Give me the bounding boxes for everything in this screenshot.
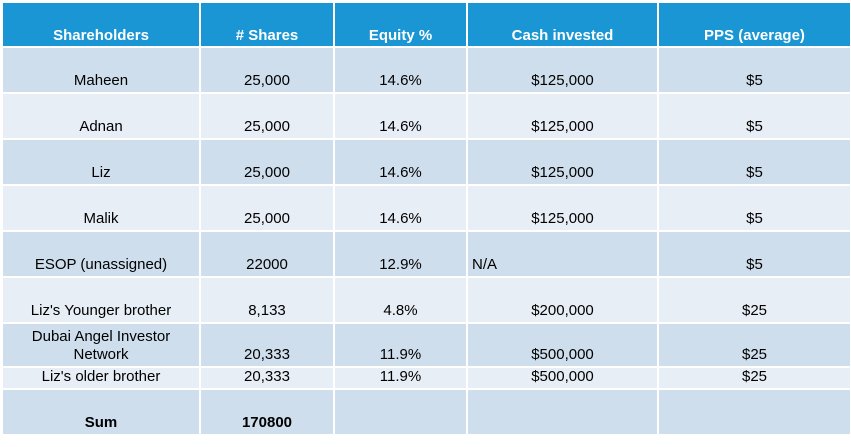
table-row: Liz 25,000 14.6% $125,000 $5 bbox=[1, 138, 851, 186]
header-pps: PPS (average) bbox=[657, 1, 851, 48]
table-row: Liz's older brother 20,333 11.9% $500,00… bbox=[1, 366, 851, 390]
table-row: Maheen 25,000 14.6% $125,000 $5 bbox=[1, 46, 851, 94]
cell-shares: 22000 bbox=[199, 230, 335, 278]
cell-shareholder: Liz's older brother bbox=[1, 366, 201, 390]
cap-table: Shareholders # Shares Equity % Cash inve… bbox=[1, 1, 851, 436]
sum-shares: 170800 bbox=[199, 388, 335, 436]
cell-shareholder: Malik bbox=[1, 184, 201, 232]
cell-pps: $5 bbox=[657, 92, 851, 140]
sum-cash bbox=[466, 388, 659, 436]
cell-shares: 8,133 bbox=[199, 276, 335, 324]
cell-cash: $125,000 bbox=[466, 46, 659, 94]
table-row: Liz's Younger brother 8,133 4.8% $200,00… bbox=[1, 276, 851, 324]
cell-equity: 4.8% bbox=[333, 276, 468, 324]
cell-shares: 25,000 bbox=[199, 138, 335, 186]
header-shareholders: Shareholders bbox=[1, 1, 201, 48]
cell-pps: $5 bbox=[657, 184, 851, 232]
cell-equity: 11.9% bbox=[333, 366, 468, 390]
sum-label: Sum bbox=[1, 388, 201, 436]
cell-pps: $5 bbox=[657, 138, 851, 186]
cell-equity: 14.6% bbox=[333, 46, 468, 94]
cell-cash: $500,000 bbox=[466, 322, 659, 368]
header-equity: Equity % bbox=[333, 1, 468, 48]
table-row: ESOP (unassigned) 22000 12.9% N/A $5 bbox=[1, 230, 851, 278]
sum-pps bbox=[657, 388, 851, 436]
cell-shareholder: ESOP (unassigned) bbox=[1, 230, 201, 278]
cell-pps: $5 bbox=[657, 46, 851, 94]
cell-equity: 14.6% bbox=[333, 92, 468, 140]
cell-shareholder: Liz bbox=[1, 138, 201, 186]
sum-equity bbox=[333, 388, 468, 436]
cell-shareholder: Liz's Younger brother bbox=[1, 276, 201, 324]
cell-cash: $125,000 bbox=[466, 184, 659, 232]
cell-pps: $25 bbox=[657, 276, 851, 324]
header-row: Shareholders # Shares Equity % Cash inve… bbox=[1, 1, 851, 48]
header-shares: # Shares bbox=[199, 1, 335, 48]
cell-pps: $25 bbox=[657, 366, 851, 390]
cell-equity: 12.9% bbox=[333, 230, 468, 278]
cell-shares: 20,333 bbox=[199, 322, 335, 368]
cell-shares: 20,333 bbox=[199, 366, 335, 390]
cell-equity: 14.6% bbox=[333, 184, 468, 232]
cell-pps: $5 bbox=[657, 230, 851, 278]
cell-equity: 14.6% bbox=[333, 138, 468, 186]
cell-cash: $200,000 bbox=[466, 276, 659, 324]
cell-shareholder: Dubai Angel Investor Network bbox=[1, 322, 201, 368]
cell-shares: 25,000 bbox=[199, 184, 335, 232]
cell-pps: $25 bbox=[657, 322, 851, 368]
cell-cash: $125,000 bbox=[466, 138, 659, 186]
cell-shares: 25,000 bbox=[199, 46, 335, 94]
cell-equity: 11.9% bbox=[333, 322, 468, 368]
cell-shareholder: Adnan bbox=[1, 92, 201, 140]
table-row: Dubai Angel Investor Network 20,333 11.9… bbox=[1, 322, 851, 368]
table-row: Adnan 25,000 14.6% $125,000 $5 bbox=[1, 92, 851, 140]
sum-row: Sum 170800 bbox=[1, 388, 851, 436]
cell-shares: 25,000 bbox=[199, 92, 335, 140]
header-cash-invested: Cash invested bbox=[466, 1, 659, 48]
table-row: Malik 25,000 14.6% $125,000 $5 bbox=[1, 184, 851, 232]
cell-shareholder: Maheen bbox=[1, 46, 201, 94]
cell-cash: $125,000 bbox=[466, 92, 659, 140]
cell-cash: $500,000 bbox=[466, 366, 659, 390]
cell-cash: N/A bbox=[466, 230, 659, 278]
